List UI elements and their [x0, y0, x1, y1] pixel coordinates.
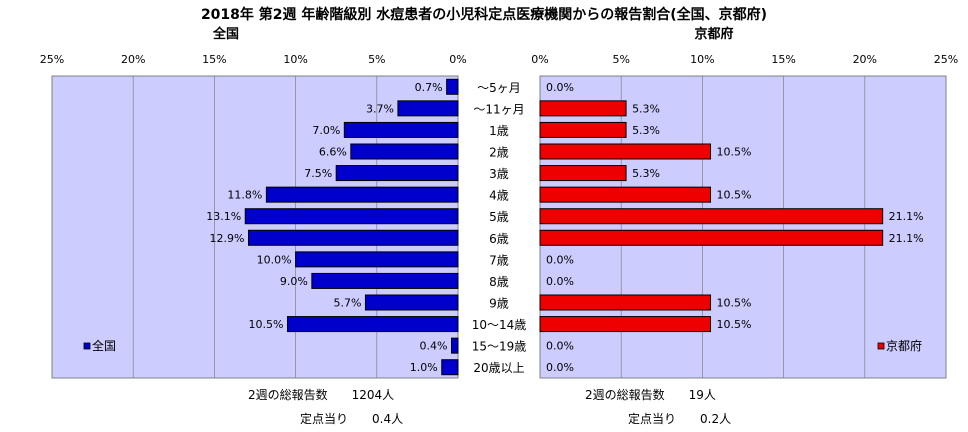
national-bar — [364, 294, 459, 311]
left-tick-label: 15% — [202, 53, 226, 66]
national-bar — [244, 208, 459, 225]
national-bar — [286, 316, 459, 333]
kyoto-data-label: 0.0% — [546, 361, 574, 374]
left-tick-label: 10% — [283, 53, 307, 66]
kyoto-bar — [539, 208, 884, 225]
kyoto-data-label: 0.0% — [546, 81, 574, 94]
national-data-label: 7.5% — [304, 167, 332, 180]
kyoto-bar — [539, 229, 884, 246]
category-label: 7歳 — [489, 253, 509, 267]
national-bar — [441, 359, 459, 376]
kyoto-bar — [539, 165, 627, 182]
category-label: 6歳 — [489, 232, 509, 246]
right-tick-label: 5% — [612, 53, 629, 66]
national-data-label: 7.0% — [312, 124, 340, 137]
kyoto-data-label: 5.3% — [632, 167, 660, 180]
kyoto-data-label: 0.0% — [546, 340, 574, 353]
kyoto-per-site: 定点当り 0.2人 — [628, 412, 732, 426]
kyoto-data-label: 10.5% — [717, 318, 752, 331]
national-bar — [446, 78, 459, 95]
national-legend-swatch — [83, 342, 91, 350]
kyoto-data-label: 21.1% — [889, 232, 924, 245]
kyoto-bar — [539, 186, 712, 203]
left-tick-label: 25% — [40, 53, 64, 66]
national-bar — [335, 165, 459, 182]
kyoto-data-label: 10.5% — [717, 146, 752, 159]
kyoto-bar — [539, 294, 712, 311]
kyoto-bar — [539, 121, 627, 138]
national-data-label: 9.0% — [280, 275, 308, 288]
kyoto-data-label: 10.5% — [717, 189, 752, 202]
national-data-label: 5.7% — [333, 297, 361, 310]
national-bar — [451, 337, 459, 354]
category-label: 5歳 — [489, 210, 509, 224]
right-tick-label: 20% — [853, 53, 877, 66]
national-data-label: 0.4% — [420, 340, 448, 353]
kyoto-legend-swatch — [877, 342, 885, 350]
left-tick-label: 0% — [449, 53, 466, 66]
national-legend-label: 全国 — [92, 338, 116, 353]
chart-title: 2018年 第2週 年齢階級別 水痘患者の小児科定点医療機関からの報告割合(全国… — [201, 6, 767, 23]
right-tick-label: 0% — [531, 53, 548, 66]
national-data-label: 11.8% — [227, 189, 262, 202]
category-label: ～11ヶ月 — [473, 102, 524, 116]
category-label: 15～19歳 — [472, 340, 527, 354]
national-data-label: 3.7% — [366, 102, 394, 115]
kyoto-bar — [539, 316, 712, 333]
national-per-site: 定点当り 0.4人 — [300, 412, 404, 426]
category-label: 2歳 — [489, 146, 509, 160]
category-label: 4歳 — [489, 189, 509, 203]
category-label: 20歳以上 — [473, 361, 524, 375]
category-label: 8歳 — [489, 275, 509, 289]
left-panel-title: 全国 — [212, 26, 239, 42]
left-tick-label: 5% — [368, 53, 385, 66]
national-data-label: 10.5% — [249, 318, 284, 331]
right-tick-label: 10% — [690, 53, 714, 66]
national-bar — [343, 121, 459, 138]
national-bar — [295, 251, 459, 268]
national-bar — [397, 100, 459, 117]
national-bar — [311, 272, 459, 289]
national-data-label: 0.7% — [415, 81, 443, 94]
category-label: 10～14歳 — [472, 318, 527, 332]
national-data-label: 12.9% — [210, 232, 245, 245]
kyoto-total-reports: 2週の総報告数 19人 — [585, 388, 716, 402]
category-label: ～5ヶ月 — [477, 81, 521, 95]
national-data-label: 6.6% — [319, 146, 347, 159]
kyoto-legend-label: 京都府 — [886, 338, 922, 353]
left-plot-area — [51, 75, 459, 379]
right-tick-label: 25% — [934, 53, 958, 66]
national-bar — [265, 186, 459, 203]
kyoto-data-label: 21.1% — [889, 210, 924, 223]
kyoto-data-label: 0.0% — [546, 275, 574, 288]
kyoto-bar — [539, 143, 712, 160]
kyoto-data-label: 5.3% — [632, 102, 660, 115]
national-data-label: 1.0% — [410, 361, 438, 374]
right-plot-area — [539, 75, 947, 379]
category-label: 3歳 — [489, 167, 509, 181]
kyoto-bar — [539, 100, 627, 117]
right-tick-label: 15% — [771, 53, 795, 66]
kyoto-data-label: 5.3% — [632, 124, 660, 137]
category-label: 9歳 — [489, 297, 509, 311]
national-bar — [350, 143, 459, 160]
kyoto-data-label: 10.5% — [717, 297, 752, 310]
category-label: 1歳 — [489, 124, 509, 138]
right-panel-title: 京都府 — [694, 26, 733, 42]
national-data-label: 13.1% — [206, 210, 241, 223]
national-data-label: 10.0% — [257, 253, 292, 266]
left-tick-label: 20% — [121, 53, 145, 66]
national-total-reports: 2週の総報告数 1204人 — [248, 388, 395, 402]
national-bar — [248, 229, 459, 246]
kyoto-data-label: 0.0% — [546, 253, 574, 266]
